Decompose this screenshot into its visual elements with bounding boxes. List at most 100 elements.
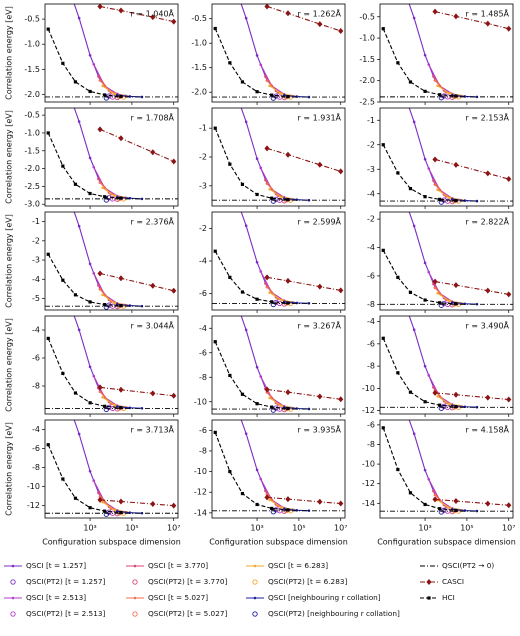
square-marker — [270, 506, 274, 511]
y-axis-label: Correlation energy [eV] — [5, 318, 14, 412]
pt2-marker — [103, 95, 109, 101]
diamond-marker — [485, 500, 491, 507]
point-marker — [88, 469, 92, 473]
y-tick-label: -6 — [32, 444, 40, 453]
panel: -1 -2 -3 -4 r = 2.153Å — [367, 107, 514, 209]
square-marker — [61, 371, 65, 375]
data-layer — [380, 212, 513, 308]
y-tick-label: -8 — [32, 463, 40, 472]
diamond-marker — [317, 498, 323, 505]
y-tick-label: -8 — [32, 382, 40, 391]
point-marker — [268, 187, 271, 191]
square-marker — [228, 275, 232, 279]
y-tick-label: -6 — [367, 420, 375, 429]
pt2-marker — [438, 302, 444, 308]
y-tick-label: -4 — [367, 189, 375, 198]
point-marker — [101, 186, 104, 190]
y-tick-label: -2.0 — [359, 76, 375, 85]
panel: -4 -6 -8 r = 3.044Å Correlation energy [eV] — [5, 315, 179, 417]
pt2-marker — [270, 95, 276, 101]
series-line — [435, 392, 509, 401]
y-tick-label: -4 — [32, 425, 40, 434]
point-marker — [448, 506, 451, 510]
annotation: r = 1.040Å — [131, 8, 175, 19]
plot-area — [380, 316, 513, 414]
diamond-marker — [118, 498, 124, 505]
series-line — [435, 498, 509, 506]
point-marker — [133, 564, 137, 568]
square-marker — [88, 191, 92, 196]
square-marker — [381, 143, 385, 147]
point-marker — [433, 286, 437, 290]
point-marker — [259, 375, 263, 378]
square-marker — [381, 426, 385, 430]
square-marker — [88, 506, 92, 510]
square-marker — [427, 596, 431, 600]
series-line — [382, 427, 457, 511]
square-marker — [73, 496, 78, 500]
x-axis-label: Configuration subspace dimension — [42, 538, 181, 547]
square-marker — [270, 300, 274, 304]
plot-area — [45, 108, 178, 206]
series-line — [47, 28, 122, 98]
point-marker — [448, 299, 451, 303]
diamond-marker — [432, 278, 438, 285]
y-tick-label: -4 — [199, 324, 207, 333]
y-tick-label: -1 — [367, 116, 375, 125]
diamond-marker — [150, 501, 156, 508]
square-marker — [270, 405, 274, 409]
diamond-marker — [285, 389, 291, 396]
point-marker — [11, 596, 15, 600]
point-marker — [268, 396, 271, 400]
y-tick-label: -6 — [199, 426, 207, 435]
y-tick-label: -2.0 — [24, 164, 40, 173]
square-marker — [454, 508, 458, 512]
point-marker — [259, 166, 263, 170]
point-marker — [140, 95, 144, 99]
x-tick-label: 10⁷ — [167, 524, 180, 533]
point-marker — [475, 405, 479, 409]
point-marker — [307, 95, 311, 99]
square-marker — [240, 392, 245, 396]
series-line — [382, 338, 457, 408]
square-marker — [423, 195, 427, 199]
y-tick-label: -6 — [199, 289, 207, 298]
series-line — [434, 158, 509, 180]
panel-frame — [379, 211, 514, 311]
square-marker — [119, 510, 123, 515]
diamond-marker — [453, 282, 459, 289]
y-tick-label: -8 — [367, 300, 375, 309]
plot-area — [212, 316, 345, 414]
data-layer — [380, 4, 513, 101]
point-marker — [77, 16, 81, 20]
point-marker — [92, 271, 96, 275]
point-marker — [77, 432, 81, 436]
square-marker — [454, 94, 458, 98]
series-line — [214, 250, 288, 304]
point-marker — [264, 489, 267, 493]
square-marker — [438, 507, 442, 511]
point-marker — [427, 270, 431, 274]
y-tick-label: -2.5 — [24, 182, 40, 191]
pt2-marker — [270, 509, 276, 515]
square-marker — [454, 302, 458, 306]
diamond-marker — [171, 18, 177, 25]
plot-area — [380, 4, 513, 102]
point-marker — [98, 181, 102, 184]
square-marker — [286, 508, 290, 512]
x-tick-label: 10³ — [83, 524, 96, 533]
point-marker — [427, 477, 431, 481]
panel: -4 -6 -8 -10 -12 10³ 10⁵ 10⁷ r = 3.713Å Correlati… — [5, 419, 181, 547]
diamond-marker — [264, 494, 270, 501]
point-marker — [412, 224, 416, 228]
y-axis-label: Correlation energy [eV] — [5, 110, 14, 204]
legend-label: QSCI [t = 2.513] — [26, 593, 86, 602]
point-marker — [280, 298, 283, 302]
series-line — [47, 254, 121, 307]
pt2-marker — [270, 301, 276, 308]
data-layer — [212, 4, 345, 101]
data-layer — [380, 108, 513, 205]
square-marker — [423, 89, 427, 93]
x-tick-label: 10⁵ — [460, 524, 473, 533]
panel: -4 -6 -8 -10 -12 r = 3.490Å — [362, 315, 514, 417]
